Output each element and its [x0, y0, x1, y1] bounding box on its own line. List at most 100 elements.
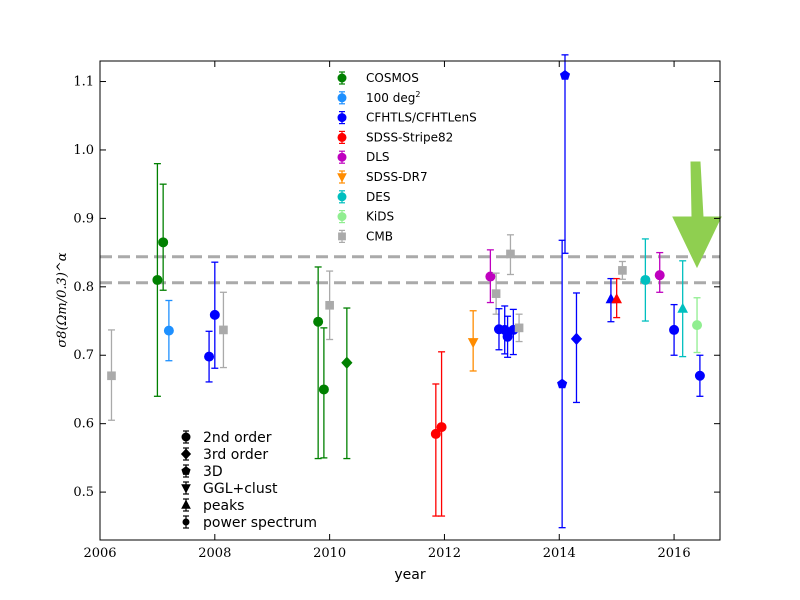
marker-legend-label: 3rd order [203, 447, 268, 463]
data-point [163, 299, 174, 362]
y-tick-label: 1.0 [73, 143, 94, 158]
data-point [618, 260, 627, 280]
data-point [570, 292, 583, 404]
point-marker [559, 70, 571, 80]
point-marker [325, 300, 334, 310]
marker-legend-symbol [180, 448, 192, 460]
y-axis-title: σ8(Ωm/0.3)^α [55, 252, 70, 347]
x-tick-label: 2006 [83, 546, 116, 561]
data-point [557, 239, 568, 529]
point-marker [491, 289, 501, 298]
legend-marker [337, 152, 347, 162]
data-point [152, 162, 163, 397]
point-marker [557, 378, 568, 389]
series-legend: COSMOS 100 deg2 CFHTLS/CFHTLenS SDSS-Stripe… [337, 71, 477, 243]
marker-legend-label: 2nd order [203, 430, 272, 446]
marker-legend-symbol [182, 518, 190, 526]
data-point [313, 266, 324, 460]
legend-marker [337, 212, 347, 222]
legend-entry: DLS [337, 150, 390, 164]
marker-legend-symbol [181, 432, 191, 442]
data-point [467, 310, 479, 372]
legend-marker [338, 232, 346, 241]
legend-entry: SDSS-DR7 [337, 170, 428, 184]
legend-label: SDSS-DR7 [366, 170, 428, 184]
point-marker [640, 274, 651, 285]
marker-legend-label: peaks [203, 498, 244, 514]
point-marker [158, 237, 169, 248]
point-marker [618, 266, 627, 275]
point-marker [677, 302, 689, 313]
data-point [694, 354, 705, 397]
point-marker [204, 351, 215, 362]
point-marker [692, 320, 703, 331]
data-point [436, 351, 447, 517]
marker-legend-label: GGL+clust [203, 481, 278, 497]
y-tick-label: 0.9 [73, 211, 94, 226]
legend-label: COSMOS [366, 71, 419, 85]
marker-legend-entry: peaks [181, 498, 244, 514]
point-marker [341, 356, 353, 369]
data-point [677, 260, 689, 358]
point-marker [209, 309, 220, 320]
legend-label: 100 deg2 [366, 90, 420, 105]
point-marker [654, 270, 665, 281]
data-point [219, 291, 228, 369]
legend-label-superscript: 2 [415, 90, 420, 99]
point-marker [436, 422, 447, 433]
highlight-arrow [672, 161, 722, 269]
data-point [514, 313, 524, 343]
legend-entry: DES [337, 190, 390, 204]
point-marker [318, 384, 329, 395]
legend-label: CMB [366, 229, 393, 243]
data-point [506, 234, 515, 276]
marker-legend-symbol [181, 484, 191, 494]
legend-entry: SDSS-Stripe82 [337, 130, 453, 144]
marker-legend-entry: 2nd order [181, 430, 272, 446]
x-tick-label: 2008 [198, 546, 231, 561]
point-marker [570, 332, 583, 345]
data-point [318, 327, 329, 459]
y-tick-label: 1.1 [73, 75, 94, 90]
x-tick-label: 2012 [428, 546, 461, 561]
legend-entry: KiDS [337, 210, 394, 224]
data-point [502, 315, 513, 358]
data-point [654, 251, 665, 293]
legend-label: KiDS [366, 210, 394, 224]
y-tick-label: 0.6 [73, 417, 94, 432]
data-point [209, 261, 220, 369]
marker-legend-entry: power spectrum [182, 515, 317, 531]
point-marker [430, 428, 441, 439]
cmb-band [100, 255, 720, 285]
point-marker [107, 371, 116, 381]
y-tick-label: 0.5 [73, 485, 94, 500]
marker-legend-symbol [181, 499, 191, 509]
data-point [204, 330, 215, 383]
point-marker [611, 293, 622, 304]
point-marker [485, 271, 496, 282]
x-tick-label: 2010 [313, 546, 346, 561]
marker-legend-entry: 3D [181, 464, 223, 480]
y-tick-label: 0.7 [73, 348, 94, 363]
point-marker [506, 249, 515, 259]
marker-legend-entry: 3rd order [180, 447, 268, 463]
data-point [158, 183, 169, 291]
legend-marker [337, 93, 347, 103]
arrow-icon [672, 161, 722, 269]
plot-frame [99, 60, 721, 541]
point-marker [313, 316, 324, 327]
point-marker [163, 325, 174, 336]
data-point [485, 249, 496, 304]
y-axis-title-text: σ8(Ωm/0.3)^α [55, 252, 70, 347]
legend-entry: CFHTLS/CFHTLenS [337, 111, 477, 125]
data-point [692, 297, 703, 354]
point-marker [514, 323, 524, 333]
legend-label: DLS [366, 150, 390, 164]
data-point [491, 272, 501, 315]
legend-entry: 100 deg2 [337, 90, 420, 105]
marker-legend-symbol [181, 466, 191, 475]
legend-label: SDSS-Stripe82 [366, 130, 453, 144]
point-marker [152, 274, 163, 285]
